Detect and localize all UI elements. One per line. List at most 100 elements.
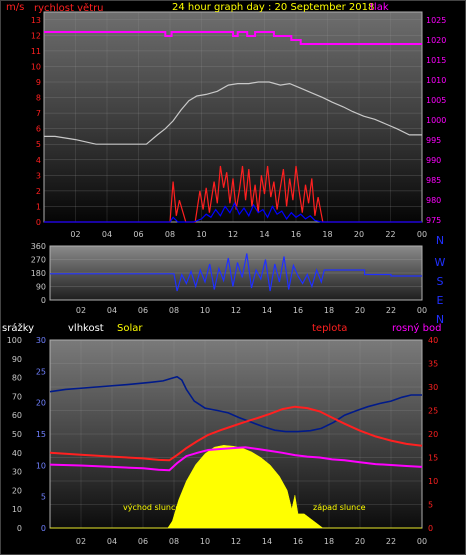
rain-tick-label: 100: [7, 336, 22, 345]
humidity-tick-label: 5: [41, 493, 46, 502]
wind-speed-tick-label: 6: [36, 125, 41, 134]
chart1-plot-area: [43, 11, 423, 223]
temperature-tick-label: 40: [428, 336, 438, 345]
chart1-hour-tick-label: 20: [354, 230, 364, 239]
chart3-series-line-humidity_blue: [49, 375, 422, 433]
chart3-hour-tick-label: 16: [293, 537, 303, 546]
chart2-hour-tick-label: 20: [355, 306, 365, 315]
rain-tick-label: 30: [12, 468, 22, 477]
wind-speed-tick-label: 8: [36, 94, 41, 103]
wind-direction-line: [50, 253, 422, 292]
solar-radiation-area: [50, 445, 422, 529]
compass-label: N: [436, 313, 444, 326]
chart3-rain-ticks: 0 10 20 30 40 50 60 70 80 90 100: [7, 336, 22, 533]
pressure-tick-label: 1000: [426, 116, 446, 125]
chart2-hour-tick-label: 10: [200, 306, 210, 315]
chart1-x-ticks: 02 04 06 08 10 12 14 16 18 20 22 00: [70, 230, 427, 239]
chart3-hour-tick-label: 00: [417, 537, 427, 546]
humidity-tick-label: 30: [36, 336, 46, 345]
chart1-title: 24 hour graph day : 20 September 2018: [172, 2, 374, 13]
chart2-hour-tick-label: 12: [231, 306, 241, 315]
chart1-series-line-blue: [44, 201, 422, 223]
wind-speed-tick-label: 10: [31, 62, 41, 71]
chart3-humidity-ticks: 0 5 10 15 20 25 30: [36, 336, 46, 533]
chart2-series: [50, 253, 422, 292]
wind-speed-axis-label: rychlost větru: [34, 2, 104, 14]
wind-speed-tick-label: 2: [36, 187, 41, 196]
wind-speed-tick-label: 11: [31, 47, 41, 56]
dew-point-label: rosný bod: [392, 322, 441, 334]
pressure-tick-label: 975: [426, 216, 441, 225]
chart2-hour-tick-label: 04: [107, 306, 117, 315]
chart1-hour-tick-label: 10: [196, 230, 206, 239]
rain-tick-label: 90: [12, 355, 22, 364]
pressure-tick-label: 980: [426, 196, 441, 205]
chart3-series-line-red: [49, 405, 423, 462]
chart1-gridlines: [44, 12, 423, 223]
chart2-x-ticks: 02 04 06 08 10 12 14 16 18 20 22 00: [76, 306, 427, 315]
chart1-hour-tick-label: 00: [417, 230, 427, 239]
compass-label: E: [437, 294, 444, 307]
chart2-hour-tick-label: 02: [76, 306, 86, 315]
chart2-left-ticks: 0 90 180 270 360: [31, 242, 46, 305]
humidity-label: vlhkost: [68, 323, 104, 334]
humidity-tick-label: 25: [36, 367, 46, 376]
pressure-axis-label: tlak: [370, 2, 389, 13]
chart1-hour-tick-label: 12: [228, 230, 238, 239]
solar-label: Solar: [117, 323, 143, 334]
chart1-hour-tick-label: 06: [133, 230, 143, 239]
wind-speed-tick-label: 0: [36, 218, 41, 227]
pressure-tick-label: 995: [426, 136, 441, 145]
compass-label: N: [436, 234, 444, 247]
wind-direction-tick-label: 90: [36, 283, 46, 292]
wind-speed-tick-label: 3: [36, 171, 41, 180]
temperature-label: teplota: [312, 323, 347, 334]
chart2-hour-tick-label: 06: [138, 306, 148, 315]
sunrise-annotation: východ slunce: [123, 503, 180, 512]
humidity-tick-label: 15: [36, 430, 46, 439]
pressure-tick-label: 1015: [426, 56, 446, 65]
wind-direction-tick-label: 0: [41, 296, 46, 305]
chart3-hour-tick-label: 18: [324, 537, 334, 546]
wind-speed-tick-label: 5: [36, 140, 41, 149]
temperature-tick-label: 30: [428, 383, 438, 392]
chart1-series: [44, 31, 422, 223]
chart2-hour-tick-label: 00: [417, 306, 427, 315]
temperature-tick-label: 10: [428, 477, 438, 486]
chart1-right-ticks: 975 980 985 990 995 1000 1005 1010 1015 1020 1025: [426, 16, 446, 225]
temperature-tick-label: 0: [428, 524, 433, 533]
chart1-series-line-gray: [44, 81, 422, 145]
chart3-series-line-magenta: [49, 446, 423, 472]
pressure-tick-label: 990: [426, 156, 441, 165]
rain-tick-label: 10: [12, 505, 22, 514]
chart3-hour-tick-label: 04: [107, 537, 117, 546]
rain-tick-label: 60: [12, 411, 22, 420]
rain-label: srážky: [2, 322, 34, 334]
wind-direction-tick-label: 360: [31, 242, 46, 251]
humidity-tick-label: 20: [36, 399, 46, 408]
rain-tick-label: 50: [12, 430, 22, 439]
compass-label: W: [435, 256, 446, 269]
compass-label: S: [437, 275, 444, 288]
wind-speed-unit-label: m/s: [6, 2, 24, 13]
wind-direction-tick-label: 180: [31, 269, 46, 278]
wind-speed-tick-label: 1: [36, 202, 41, 211]
chart3-hour-tick-label: 20: [355, 537, 365, 546]
rain-tick-label: 20: [12, 486, 22, 495]
chart3-right-ticks: 0 5 10 15 20 25 30 35 40: [428, 336, 438, 533]
pressure-tick-label: 985: [426, 176, 441, 185]
pressure-tick-label: 1010: [426, 76, 446, 85]
chart2-hour-tick-label: 08: [169, 306, 179, 315]
temperature-tick-label: 15: [428, 454, 438, 463]
humidity-tick-label: 10: [36, 461, 46, 470]
chart1-hour-tick-label: 16: [291, 230, 301, 239]
chart3-hour-tick-label: 02: [76, 537, 86, 546]
sunset-annotation: západ slunce: [313, 503, 366, 512]
chart2-hour-tick-label: 14: [262, 306, 272, 315]
chart2-hour-tick-label: 22: [386, 306, 396, 315]
chart2-gridlines: [50, 245, 422, 301]
chart1-hour-tick-label: 14: [259, 230, 269, 239]
humidity-tick-label: 0: [41, 524, 46, 533]
chart3-hour-tick-label: 08: [169, 537, 179, 546]
